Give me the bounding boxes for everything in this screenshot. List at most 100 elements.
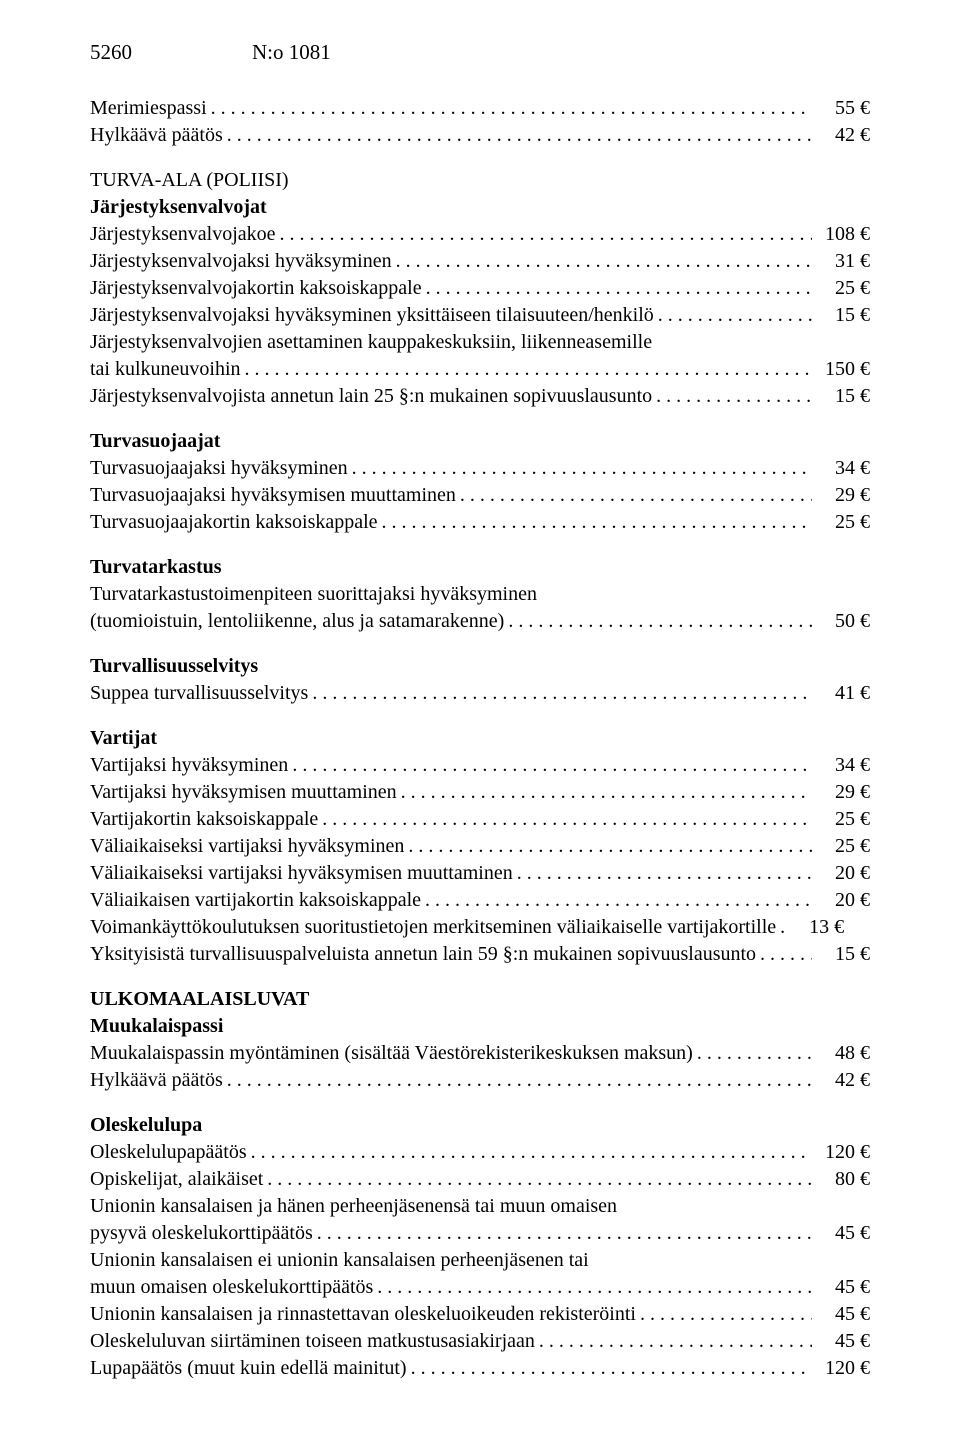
leader-dots (517, 860, 812, 887)
section-heading: Turvasuojaajat (90, 428, 870, 455)
page-header: 5260 N:o 1081 (90, 40, 870, 65)
price-label: Lupapäätös (muut kuin edellä mainitut) (90, 1355, 407, 1382)
price-value: 15 € (816, 302, 870, 329)
block: TurvasuojaajatTurvasuojaajaksi hyväksymi… (90, 428, 870, 536)
doc-number: N:o 1081 (132, 40, 870, 65)
price-value: 25 € (816, 275, 870, 302)
price-line: Turvasuojaajakortin kaksoiskappale 25 € (90, 509, 870, 536)
price-value: 34 € (816, 455, 870, 482)
block: MuukalaispassiMuukalaispassin myöntämine… (90, 1013, 870, 1094)
price-line: Vartijaksi hyväksymisen muuttaminen 29 € (90, 779, 870, 806)
price-line: Järjestyksenvalvojista annetun lain 25 §… (90, 383, 870, 410)
leader-dots (352, 455, 812, 482)
leader-dots (539, 1328, 812, 1355)
price-value: 120 € (816, 1355, 870, 1382)
price-label: Muukalaispassin myöntäminen (sisältää Vä… (90, 1040, 693, 1067)
leader-dots (401, 779, 812, 806)
leader-dots (640, 1301, 812, 1328)
block: Merimiespassi 55 €Hylkäävä päätös 42 € (90, 95, 870, 149)
price-line: Merimiespassi 55 € (90, 95, 870, 122)
price-line: Hylkäävä päätös 42 € (90, 122, 870, 149)
price-value: 25 € (816, 806, 870, 833)
price-line: Yksityisistä turvallisuuspalveluista ann… (90, 941, 870, 968)
block: TurvatarkastusTurvatarkastustoimenpiteen… (90, 554, 870, 635)
price-line: Väliaikaiseksi vartijaksi hyväksymisen m… (90, 860, 870, 887)
price-value: 45 € (816, 1274, 870, 1301)
leader-dots (658, 302, 812, 329)
price-label: Oleskelulupapäätös (90, 1139, 247, 1166)
price-label: Järjestyksenvalvojaksi hyväksyminen (90, 248, 392, 275)
leader-dots (322, 806, 812, 833)
price-label: (tuomioistuin, lentoliikenne, alus ja sa… (90, 608, 504, 635)
leader-dots (460, 482, 812, 509)
price-label: Voimankäyttökoulutuksen suoritustietojen… (90, 914, 776, 941)
block: TURVA-ALA (POLIISI) (90, 167, 870, 194)
leader-dots (426, 275, 812, 302)
price-label: Väliaikaiseksi vartijaksi hyväksymisen m… (90, 860, 513, 887)
price-value: 150 € (816, 356, 870, 383)
price-line: Suppea turvallisuusselvitys 41 € (90, 680, 870, 707)
price-line-continuation: Unionin kansalaisen ja hänen perheenjäse… (90, 1193, 870, 1220)
block: ULKOMAALAISLUVAT (90, 986, 870, 1013)
price-value: 50 € (816, 608, 870, 635)
price-value: 34 € (816, 752, 870, 779)
price-label: Vartijaksi hyväksymisen muuttaminen (90, 779, 397, 806)
price-label: Hylkäävä päätös (90, 1067, 223, 1094)
price-line: Järjestyksenvalvojaksi hyväksyminen yksi… (90, 302, 870, 329)
price-value: 55 € (816, 95, 870, 122)
price-label: Unionin kansalaisen ja rinnastettavan ol… (90, 1301, 636, 1328)
block: TurvallisuusselvitysSuppea turvallisuuss… (90, 653, 870, 707)
section-heading: Järjestyksenvalvojat (90, 194, 870, 221)
leader-dots (251, 1139, 812, 1166)
price-value: 29 € (816, 482, 870, 509)
leader-dots (408, 833, 812, 860)
price-label: Vartijakortin kaksoiskappale (90, 806, 318, 833)
price-line: Järjestyksenvalvojakortin kaksoiskappale… (90, 275, 870, 302)
price-label: Väliaikaiseksi vartijaksi hyväksyminen (90, 833, 404, 860)
price-value: 20 € (816, 887, 870, 914)
leader-dots (292, 752, 812, 779)
price-line: Oleskeluluvan siirtäminen toiseen matkus… (90, 1328, 870, 1355)
price-line: muun omaisen oleskelukorttipäätös 45 € (90, 1274, 870, 1301)
leader-dots (245, 356, 812, 383)
price-label: pysyvä oleskelukorttipäätös (90, 1220, 313, 1247)
price-line: tai kulkuneuvoihin 150 € (90, 356, 870, 383)
section-heading: Turvatarkastus (90, 554, 870, 581)
price-value: 29 € (816, 779, 870, 806)
price-line: Vartijakortin kaksoiskappale 25 € (90, 806, 870, 833)
leader-dots (312, 680, 812, 707)
leader-dots (227, 122, 812, 149)
price-label: Merimiespassi (90, 95, 207, 122)
section-heading: ULKOMAALAISLUVAT (90, 986, 870, 1013)
price-value: 120 € (816, 1139, 870, 1166)
price-line: Unionin kansalaisen ja rinnastettavan ol… (90, 1301, 870, 1328)
leader-dots (267, 1166, 812, 1193)
price-label: Oleskeluluvan siirtäminen toiseen matkus… (90, 1328, 535, 1355)
price-line: Turvasuojaajaksi hyväksymisen muuttamine… (90, 482, 870, 509)
section-heading: TURVA-ALA (POLIISI) (90, 167, 870, 194)
price-label: Opiskelijat, alaikäiset (90, 1166, 263, 1193)
price-label: Turvasuojaajaksi hyväksymisen muuttamine… (90, 482, 456, 509)
price-label: tai kulkuneuvoihin (90, 356, 241, 383)
price-label: Turvasuojaajaksi hyväksyminen (90, 455, 348, 482)
leader-dots (211, 95, 812, 122)
price-value: 108 € (816, 221, 870, 248)
price-line: Turvasuojaajaksi hyväksyminen 34 € (90, 455, 870, 482)
price-label: Väliaikaisen vartijakortin kaksoiskappal… (90, 887, 421, 914)
price-label: Suppea turvallisuusselvitys (90, 680, 308, 707)
price-value: 31 € (816, 248, 870, 275)
price-value: 15 € (816, 383, 870, 410)
price-value: 13 € (790, 914, 844, 941)
price-line: Hylkäävä päätös 42 € (90, 1067, 870, 1094)
price-line: Lupapäätös (muut kuin edellä mainitut) 1… (90, 1355, 870, 1382)
leader-dots (656, 383, 812, 410)
leader-dots (280, 221, 813, 248)
price-line: Voimankäyttökoulutuksen suoritustietojen… (90, 914, 870, 941)
price-value: 15 € (816, 941, 870, 968)
section-heading: Muukalaispassi (90, 1013, 870, 1040)
price-label: Järjestyksenvalvojakortin kaksoiskappale (90, 275, 422, 302)
page: 5260 N:o 1081 Merimiespassi 55 €Hylkäävä… (0, 0, 960, 1440)
price-label: Järjestyksenvalvojakoe (90, 221, 276, 248)
price-line: (tuomioistuin, lentoliikenne, alus ja sa… (90, 608, 870, 635)
leader-dots (425, 887, 812, 914)
